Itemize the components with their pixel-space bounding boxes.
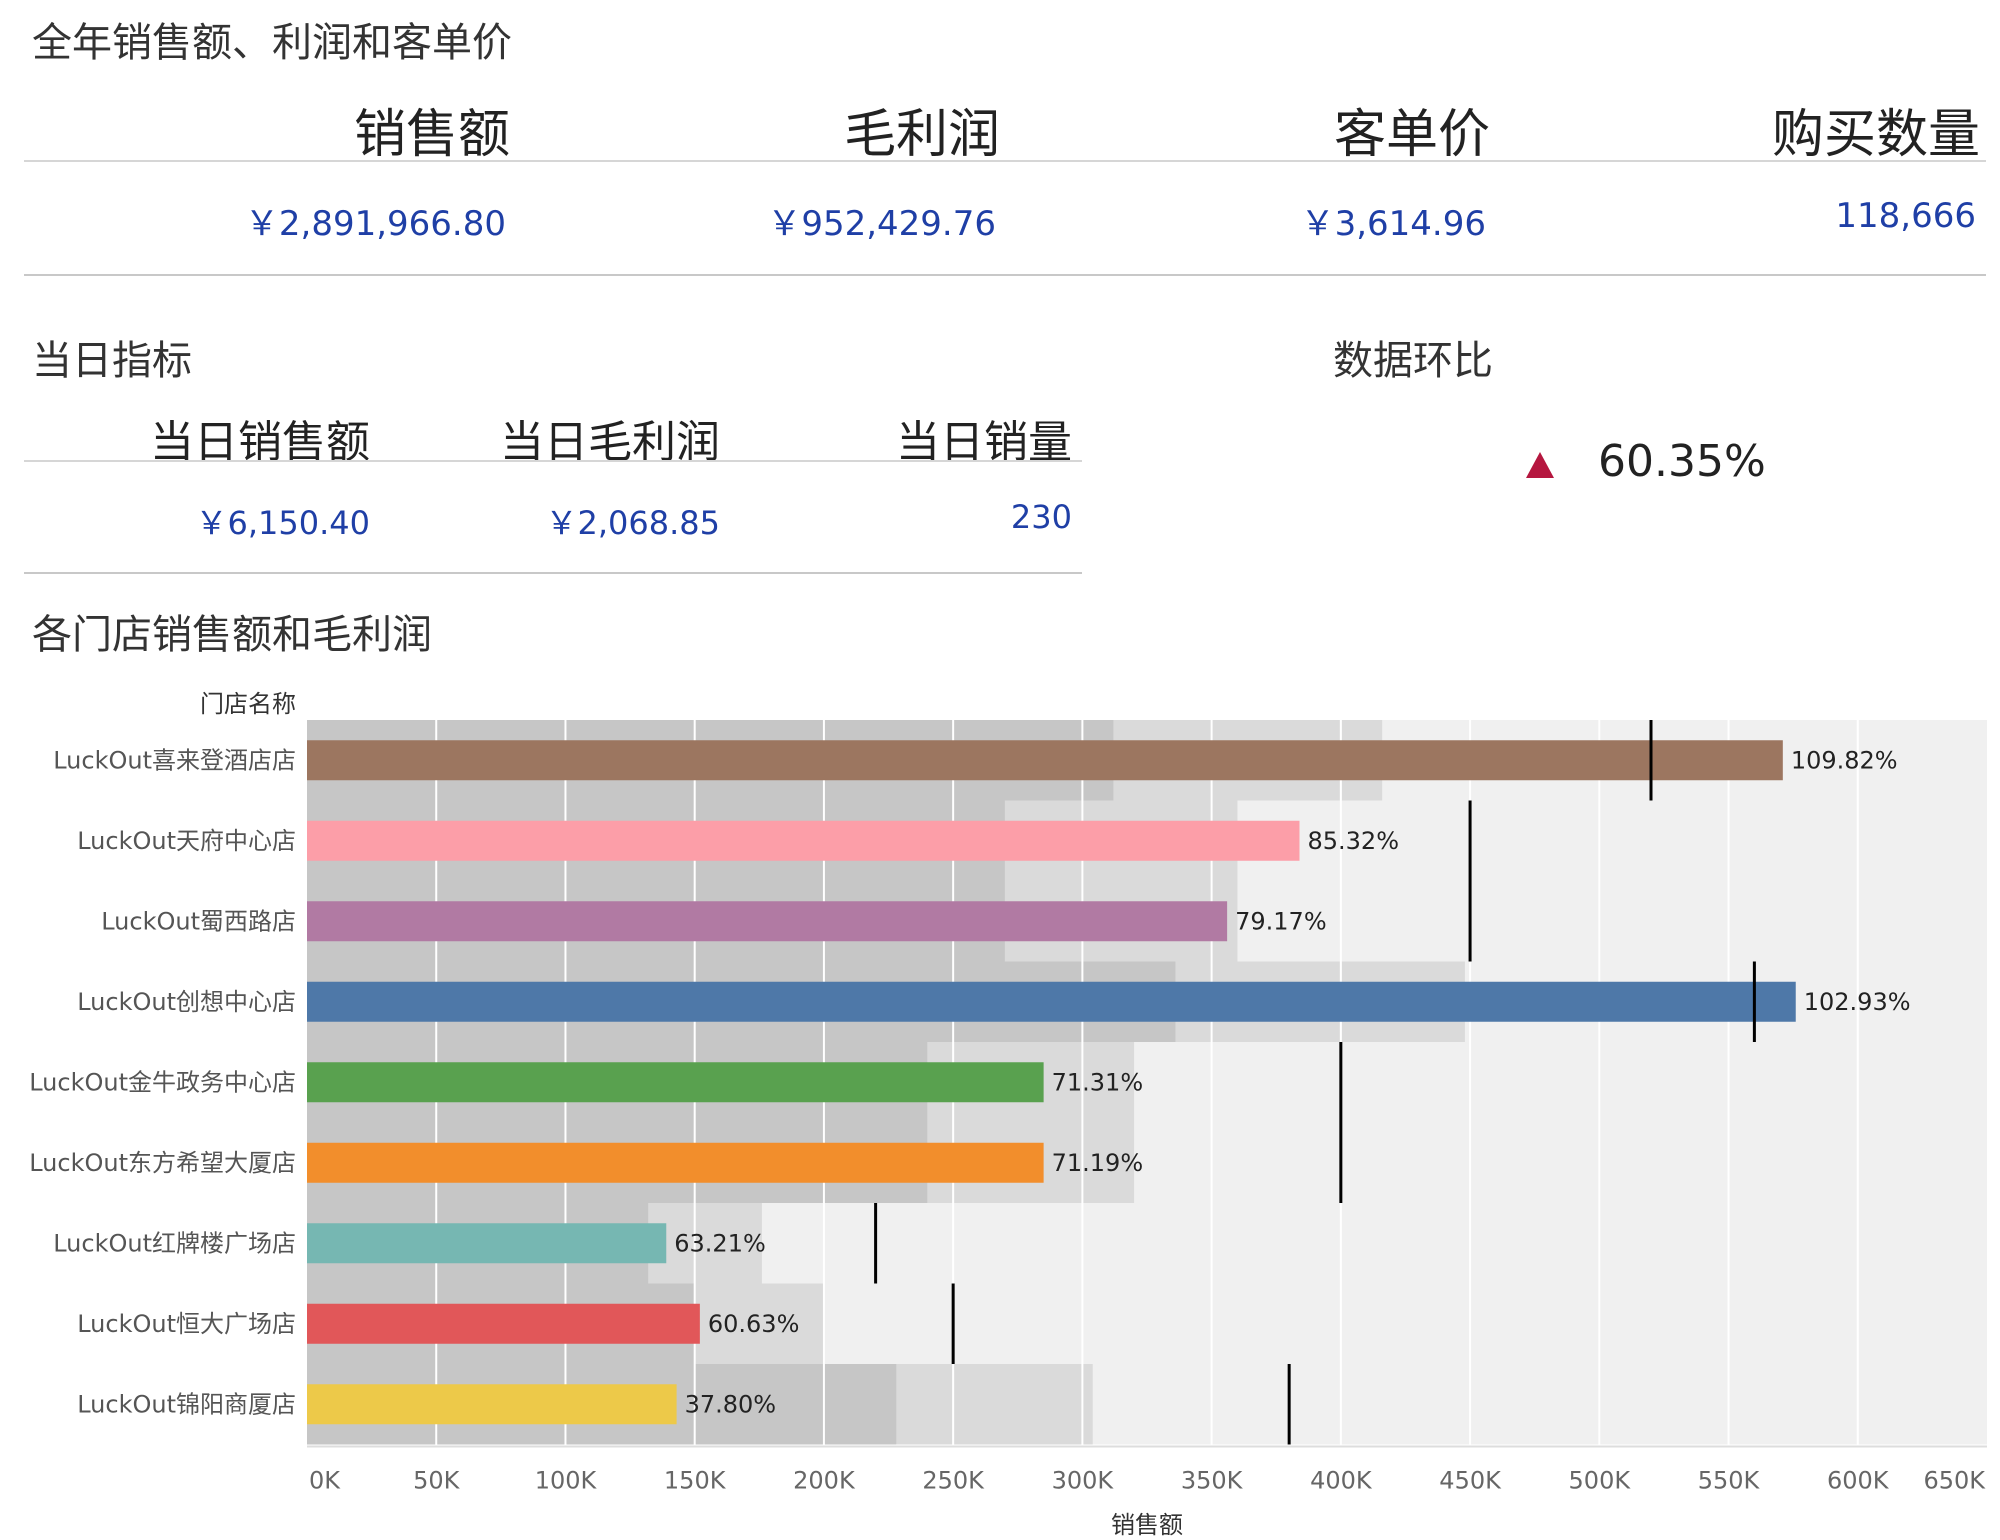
x-axis-title: 销售额	[1111, 1511, 1183, 1539]
bar-8	[307, 1303, 700, 1344]
daily-label-quantity: 当日销量	[896, 417, 1072, 468]
chart-bars	[307, 740, 1796, 1425]
bar-data-label: 37.80%	[685, 1390, 777, 1418]
category-label: LuckOut金牛政务中心店	[29, 1068, 296, 1096]
bar-data-label: 71.31%	[1052, 1068, 1144, 1096]
x-tick-label: 350K	[1181, 1467, 1244, 1495]
bar-data-label: 85.32%	[1307, 827, 1399, 855]
bar-9	[307, 1384, 677, 1425]
daily-bottom-rule	[24, 572, 1082, 574]
daily-value-quantity: 230	[1010, 498, 1072, 536]
x-tick-label: 50K	[413, 1467, 461, 1495]
category-label: LuckOut天府中心店	[77, 827, 296, 855]
x-tick-label: 150K	[664, 1467, 727, 1495]
kpi-label-sales: 销售额	[353, 105, 510, 165]
x-tick-label: 450K	[1439, 1467, 1502, 1495]
daily-header-rule	[24, 460, 1082, 462]
chart-category-labels: LuckOut喜来登酒店店 LuckOut天府中心店 LuckOut蜀西路店 Luck…	[29, 746, 296, 1418]
bar-data-label: 79.17%	[1235, 907, 1327, 935]
bar-7	[307, 1223, 667, 1264]
kpi-value-sales: ￥2,891,966.80	[244, 204, 506, 244]
category-label: LuckOut喜来登酒店店	[53, 746, 296, 774]
category-label: LuckOut创想中心店	[77, 988, 296, 1016]
bar-data-label: 71.19%	[1052, 1149, 1144, 1177]
up-triangle-icon	[1526, 452, 1554, 478]
x-tick-label: 550K	[1698, 1467, 1761, 1495]
daily-label-sales: 当日销售额	[150, 417, 370, 468]
bar-data-label: 102.93%	[1804, 988, 1911, 1016]
y-axis-title: 门店名称	[200, 690, 296, 718]
bar-data-label: 63.21%	[674, 1229, 766, 1257]
x-tick-label: 100K	[535, 1467, 598, 1495]
daily-value-gross-profit: ￥2,068.85	[545, 504, 720, 542]
category-label: LuckOut东方希望大厦店	[29, 1149, 296, 1177]
kpi-value-avg-order-value: ￥3,614.96	[1300, 204, 1486, 244]
x-tick-label: 0K	[309, 1467, 341, 1495]
kpi-label-avg-order-value: 客单价	[1333, 105, 1490, 165]
x-tick-label: 600K	[1827, 1467, 1890, 1495]
bar-5	[307, 1062, 1044, 1103]
daily-value-sales: ￥6,150.40	[195, 504, 370, 542]
ratio-value: 60.35%	[1598, 436, 1766, 487]
x-tick-label: 250K	[922, 1467, 985, 1495]
kpi-label-purchase-count: 购买数量	[1771, 105, 1980, 165]
category-label: LuckOut红牌楼广场店	[53, 1229, 296, 1257]
chart-x-ticks: 0K 50K 100K 150K 200K 250K 300K 350K 400K 450K 500…	[309, 1467, 1986, 1495]
store-chart-title: 各门店销售额和毛利润	[32, 612, 432, 658]
annual-bottom-rule	[24, 274, 1986, 276]
daily-label-gross-profit: 当日毛利润	[500, 417, 720, 468]
ratio-section-title: 数据环比	[1333, 338, 1493, 384]
bar-3	[307, 901, 1228, 942]
x-tick-label: 500K	[1569, 1467, 1632, 1495]
kpi-label-gross-profit: 毛利润	[843, 105, 1000, 165]
daily-section-title: 当日指标	[32, 338, 192, 384]
bar-data-label: 109.82%	[1791, 746, 1898, 774]
x-tick-label: 300K	[1052, 1467, 1115, 1495]
bar-4	[307, 981, 1796, 1022]
bar-2	[307, 820, 1300, 861]
bar-data-label: 60.63%	[708, 1310, 800, 1338]
bar-6	[307, 1142, 1044, 1183]
annual-header-rule	[24, 160, 1986, 162]
x-tick-label: 200K	[793, 1467, 856, 1495]
annual-section-title: 全年销售额、利润和客单价	[32, 20, 512, 66]
x-tick-label: 400K	[1310, 1467, 1373, 1495]
category-label: LuckOut恒大广场店	[77, 1310, 296, 1338]
bar-1	[307, 740, 1783, 781]
chart-target-lines	[874, 720, 1756, 1445]
category-label: LuckOut蜀西路店	[101, 907, 296, 935]
x-tick-label: 650K	[1923, 1467, 1986, 1495]
store-sales-bullet-chart: 109.82% 85.32% 79.17% 102.93% 71.31% 71.19% 63…	[29, 690, 1987, 1539]
category-label: LuckOut锦阳商厦店	[77, 1390, 296, 1418]
kpi-value-gross-profit: ￥952,429.76	[767, 204, 996, 244]
chart-bar-labels: 109.82% 85.32% 79.17% 102.93% 71.31% 71.19% 63…	[674, 746, 1910, 1418]
kpi-value-purchase-count: 118,666	[1835, 196, 1976, 236]
